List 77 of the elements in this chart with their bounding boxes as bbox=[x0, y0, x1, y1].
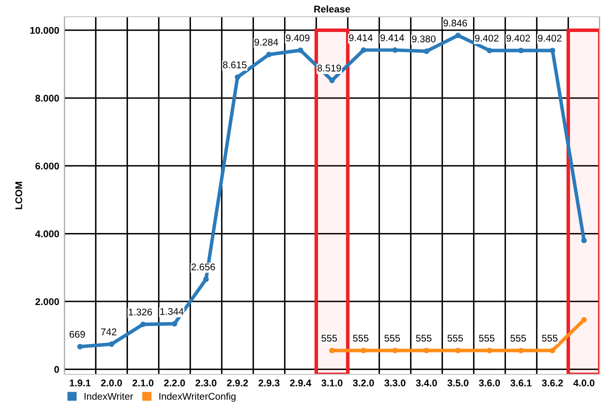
data-label: 555 bbox=[353, 334, 368, 342]
point bbox=[581, 238, 587, 244]
data-label: 669 bbox=[70, 330, 85, 338]
x-tick-label: 2.3.0 bbox=[196, 380, 216, 386]
point bbox=[77, 344, 83, 350]
x-tick-label: 2.1.0 bbox=[132, 380, 154, 386]
legend-label: IndexWriterConfig bbox=[159, 392, 236, 402]
data-label: 2.656 bbox=[192, 263, 215, 270]
data-label: 9.402 bbox=[506, 34, 530, 42]
point bbox=[518, 348, 524, 354]
point bbox=[360, 47, 366, 53]
point bbox=[455, 32, 461, 38]
y-tick-label: 6.000 bbox=[35, 162, 60, 170]
point bbox=[424, 48, 430, 54]
x-tick-label: 2.0.0 bbox=[101, 380, 122, 386]
data-label: 1.326 bbox=[128, 308, 152, 316]
point bbox=[108, 341, 114, 347]
x-axis-title: Release bbox=[314, 5, 350, 13]
point bbox=[266, 52, 272, 58]
point bbox=[329, 348, 335, 354]
x-tick-label: 3.6.1 bbox=[510, 380, 532, 386]
x-tick-label: 2.9.2 bbox=[227, 380, 248, 386]
x-tick-label: 4.0.0 bbox=[573, 380, 594, 386]
y-axis-title: LCOM bbox=[15, 182, 22, 210]
data-label: 555 bbox=[384, 334, 400, 342]
y-tick-label: 2.000 bbox=[35, 298, 60, 306]
x-tick-label: 2.9.4 bbox=[290, 380, 312, 386]
x-tick-label: 3.4.0 bbox=[416, 380, 437, 386]
point bbox=[486, 48, 492, 54]
point bbox=[172, 320, 178, 327]
x-tick-label: 3.3.0 bbox=[384, 380, 406, 386]
x-tick-label: 3.2.0 bbox=[352, 380, 374, 386]
data-label: 9.409 bbox=[286, 34, 310, 42]
data-label: 555 bbox=[448, 334, 463, 342]
point bbox=[581, 317, 587, 323]
data-label: 555 bbox=[510, 334, 526, 342]
data-label: 555 bbox=[542, 334, 558, 342]
data-label: 8.615 bbox=[222, 61, 246, 68]
point bbox=[455, 348, 461, 354]
point bbox=[329, 78, 335, 84]
point bbox=[298, 47, 304, 54]
y-tick-label: 4.000 bbox=[35, 230, 60, 238]
point bbox=[486, 348, 492, 354]
x-tick-label: 2.9.3 bbox=[258, 380, 280, 386]
point bbox=[550, 48, 556, 54]
y-tick-label: 0 bbox=[54, 366, 59, 373]
point bbox=[518, 48, 524, 54]
data-label: 555 bbox=[416, 334, 432, 342]
data-label: 9.402 bbox=[475, 34, 498, 42]
data-label: 8.519 bbox=[317, 64, 341, 72]
data-label: 1.344 bbox=[160, 308, 184, 315]
point bbox=[203, 276, 209, 282]
point bbox=[550, 348, 556, 354]
point bbox=[140, 322, 146, 328]
x-tick-label: 3.6.0 bbox=[478, 380, 500, 386]
point bbox=[424, 348, 430, 354]
x-tick-label: 3.5.0 bbox=[447, 380, 468, 386]
x-tick-label: 2.2.0 bbox=[164, 380, 185, 386]
data-label: 9.846 bbox=[444, 20, 467, 27]
y-tick-label: 10.000 bbox=[30, 26, 60, 34]
data-label: 742 bbox=[101, 328, 116, 336]
data-label: 555 bbox=[322, 334, 337, 342]
data-label: 9.414 bbox=[349, 34, 373, 42]
x-tick-label: 3.1.0 bbox=[321, 380, 342, 386]
point bbox=[360, 348, 366, 354]
legend-label: IndexWriter bbox=[84, 392, 134, 400]
point bbox=[392, 47, 398, 53]
data-label: 9.402 bbox=[538, 34, 562, 42]
x-tick-label: 1.9.1 bbox=[70, 380, 91, 386]
data-label: 9.380 bbox=[412, 35, 436, 42]
data-label: 555 bbox=[479, 334, 494, 342]
point bbox=[234, 74, 240, 80]
y-tick-label: 8.000 bbox=[35, 94, 60, 102]
data-label: 9.414 bbox=[380, 34, 404, 42]
data-label: 9.284 bbox=[254, 38, 278, 46]
x-tick-label: 3.6.2 bbox=[542, 380, 563, 386]
point bbox=[392, 348, 398, 354]
